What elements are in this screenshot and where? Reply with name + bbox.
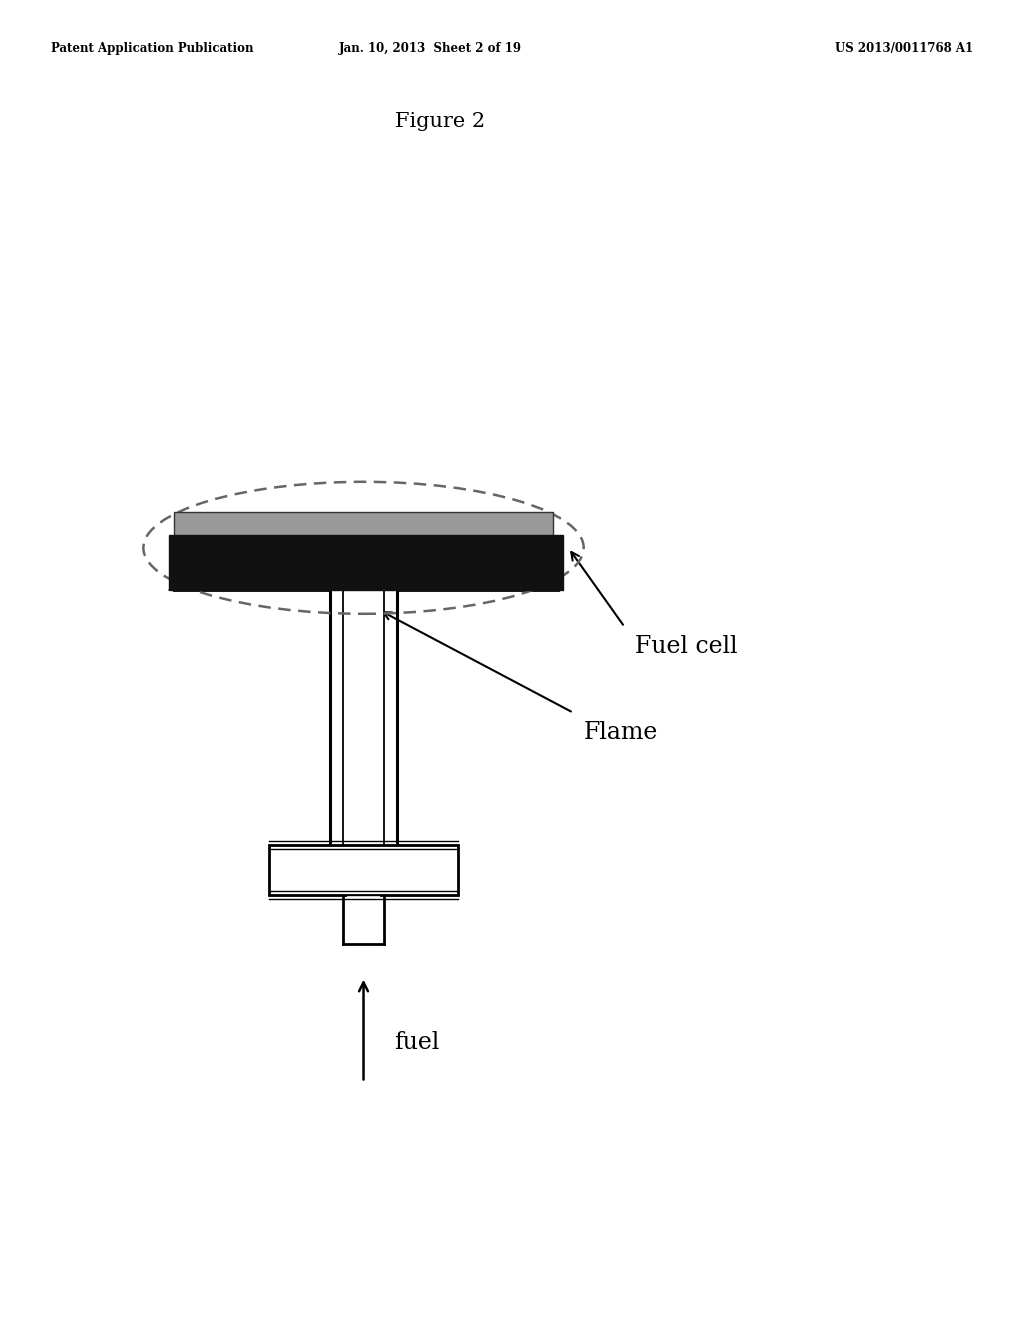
Text: Flame: Flame — [584, 721, 658, 744]
Bar — [169, 535, 563, 590]
Text: Jan. 10, 2013  Sheet 2 of 19: Jan. 10, 2013 Sheet 2 of 19 — [339, 42, 521, 55]
Text: fuel: fuel — [394, 1031, 439, 1055]
Text: Fuel cell: Fuel cell — [635, 635, 737, 659]
Bar — [347, 895, 380, 944]
Bar — [269, 845, 458, 895]
Text: US 2013/0011768 A1: US 2013/0011768 A1 — [835, 42, 973, 55]
Bar — [174, 512, 553, 539]
Bar — [343, 590, 384, 845]
Text: Figure 2: Figure 2 — [395, 112, 485, 131]
Text: Patent Application Publication: Patent Application Publication — [51, 42, 254, 55]
